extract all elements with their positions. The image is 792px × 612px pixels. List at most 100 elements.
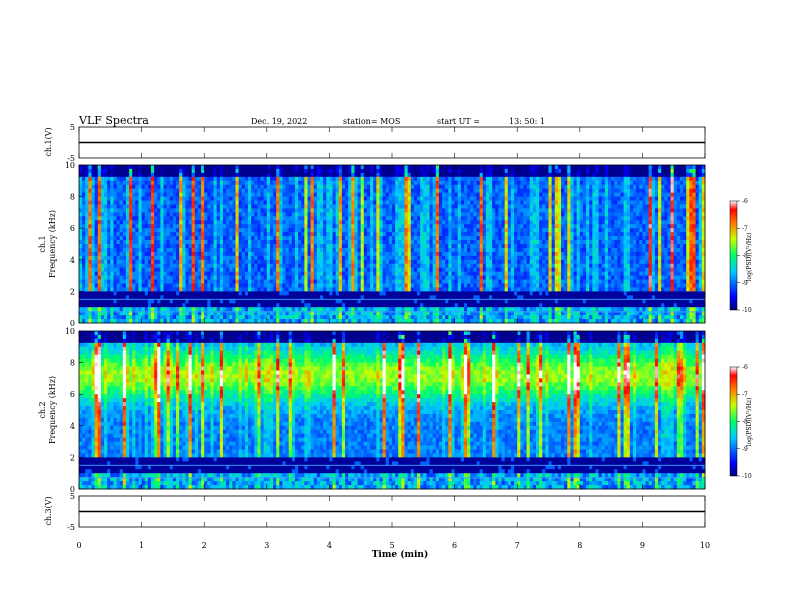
spectrogram-cell [310, 192, 315, 197]
spectrogram-cell [216, 192, 221, 197]
spectrogram-cell [366, 200, 371, 205]
spectrogram-cell [423, 168, 427, 174]
spectrogram-cell [529, 172, 534, 178]
spectrogram-cell [244, 196, 249, 201]
spectrogram-cell [701, 224, 706, 229]
spectrogram-cell [294, 220, 299, 225]
spectrogram-cell [166, 212, 171, 217]
spectrogram-cell [329, 196, 333, 201]
spectrogram-cell [457, 200, 462, 205]
spectrogram-cell [316, 224, 321, 229]
spectrogram-cell [132, 216, 136, 221]
spectrogram-cell [150, 172, 155, 178]
spectrogram-cell [135, 244, 139, 249]
spectrogram-cell [229, 172, 233, 178]
spectrogram-cell [623, 188, 628, 194]
spectrogram-cell [435, 208, 440, 213]
spectrogram-cell [529, 204, 534, 209]
spectrogram-cell [629, 224, 634, 229]
spectrogram-cell [332, 224, 337, 229]
spectrogram-cell [589, 168, 593, 174]
spectrogram-cell [645, 184, 650, 190]
spectrogram-cell [457, 244, 462, 249]
spectrogram-cell [129, 204, 133, 209]
spectrogram-cell [266, 165, 271, 170]
spectrogram-cell [316, 180, 321, 186]
spectrogram-cell [510, 204, 515, 209]
spectrogram-cell [316, 228, 321, 233]
spectrogram-cell [451, 236, 455, 241]
spectrogram-cell [535, 196, 540, 201]
spectrogram-cell [467, 204, 471, 209]
spectrogram-cell [423, 204, 427, 209]
spectrogram-cell [257, 176, 261, 182]
spectrogram-cell [417, 196, 421, 201]
spectrogram-cell [611, 200, 615, 205]
spectrogram-cell [701, 172, 706, 178]
spectrogram-cell [157, 212, 161, 217]
spectrogram-cell [498, 259, 502, 265]
spectrogram-cell [620, 240, 625, 245]
spectrogram-cell [301, 228, 305, 233]
spectrogram-cell [557, 247, 562, 253]
spectrogram-cell [426, 236, 430, 241]
spectrogram-cell [683, 247, 687, 253]
spectrogram-cell [535, 240, 540, 245]
spectrogram-cell [150, 208, 155, 213]
spectrogram-cell [507, 196, 512, 201]
spectrogram-cell [104, 232, 108, 237]
spectrogram-cell [423, 216, 427, 221]
spectrogram-cell [629, 208, 634, 213]
spectrogram-cell [326, 224, 330, 229]
spectrogram-cell [598, 188, 603, 194]
spectrogram-cell [379, 236, 384, 241]
spectrogram-cell [664, 165, 668, 170]
spectrogram-cell [129, 176, 133, 182]
spectrogram-cell [185, 224, 189, 229]
spectrogram-cell [229, 240, 233, 245]
spectrogram-cell [429, 165, 434, 170]
spectrogram-cell [91, 247, 96, 253]
spectrogram-cell [329, 220, 333, 225]
spectrogram-cell [648, 255, 653, 261]
spectrogram-cell [473, 168, 477, 174]
spectrogram-cell [407, 259, 412, 265]
spectrogram-cell [241, 212, 246, 217]
spectrogram-cell [501, 192, 506, 197]
spectrogram-cell [426, 244, 430, 249]
spectrogram-cell [695, 240, 700, 245]
spectrogram-cell [345, 192, 349, 197]
spectrogram-cell [301, 196, 305, 201]
spectrogram-cell [279, 180, 283, 186]
spectrogram-cell [492, 184, 496, 190]
spectrogram-cell [385, 240, 390, 245]
spectrogram-cell [351, 176, 355, 182]
spectrogram-cell [263, 188, 268, 194]
spectrogram-cell [532, 228, 537, 233]
spectrogram-cell [345, 168, 349, 174]
spectrogram-cell [604, 180, 609, 186]
spectrogram-cell [698, 196, 703, 201]
spectrogram-cell [454, 224, 459, 229]
spectrogram-cell [626, 251, 631, 257]
spectrogram-cell [326, 220, 330, 225]
spectrogram-cell [654, 176, 659, 182]
spectrogram-cell [395, 220, 399, 225]
spectrogram-cell [501, 188, 506, 194]
spectrogram-cell [294, 251, 299, 257]
spectrogram-cell [423, 224, 427, 229]
spectrogram-cell [629, 176, 634, 182]
spectrogram-cell [147, 224, 152, 229]
spectrogram-cell [460, 208, 465, 213]
spectrogram-cell [298, 168, 302, 174]
spectrogram-cell [564, 168, 568, 174]
spectrogram-cell [119, 228, 124, 233]
spectrogram-cell [160, 168, 164, 174]
spectrogram-cell [201, 184, 205, 190]
spectrogram-cell [623, 168, 628, 174]
spectrogram-cell [182, 192, 186, 197]
spectrogram-cell [116, 228, 121, 233]
spectrogram-cell [298, 208, 302, 213]
spectrogram-cell [210, 180, 214, 186]
spectrogram-cell [470, 168, 474, 174]
